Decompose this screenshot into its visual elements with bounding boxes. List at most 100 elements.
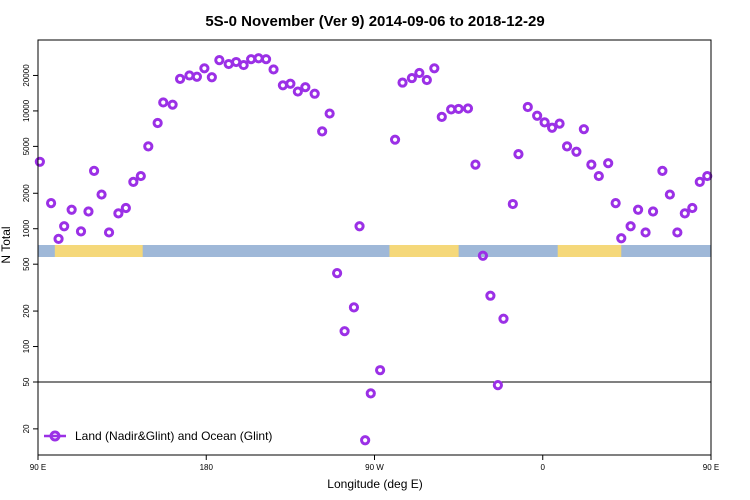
y-tick-label: 10000 bbox=[22, 99, 31, 122]
data-point bbox=[539, 117, 550, 128]
data-point bbox=[610, 198, 621, 209]
data-point bbox=[647, 206, 659, 217]
data-point bbox=[238, 59, 249, 71]
data-point bbox=[397, 77, 408, 88]
data-point bbox=[214, 55, 225, 66]
data-point bbox=[199, 63, 210, 74]
data-point bbox=[561, 141, 573, 152]
data-point bbox=[375, 365, 386, 376]
data-point bbox=[53, 233, 64, 244]
data-point bbox=[324, 108, 335, 119]
data-point bbox=[632, 204, 644, 215]
y-tick-label: 20 bbox=[22, 424, 31, 433]
data-point bbox=[75, 226, 87, 237]
data-point bbox=[360, 435, 371, 446]
data-point bbox=[34, 156, 45, 167]
data-point bbox=[45, 198, 57, 209]
y-tick-label: 500 bbox=[22, 257, 31, 271]
data-point bbox=[586, 159, 597, 170]
data-point bbox=[135, 170, 146, 182]
data-point bbox=[640, 227, 651, 238]
x-axis: 90 E 180 90 W 0 90 E bbox=[30, 455, 719, 472]
data-point bbox=[292, 86, 303, 97]
land-segment bbox=[557, 245, 622, 257]
data-point bbox=[158, 97, 169, 108]
y-tick-label: 50 bbox=[22, 377, 31, 386]
data-point bbox=[389, 134, 401, 145]
data-point bbox=[268, 64, 279, 75]
data-point bbox=[470, 159, 481, 170]
data-point bbox=[143, 141, 154, 152]
land-segment bbox=[389, 245, 459, 257]
land-segment bbox=[54, 245, 143, 257]
data-point bbox=[546, 122, 558, 133]
data-point bbox=[191, 71, 203, 82]
data-point bbox=[436, 111, 447, 122]
data-point bbox=[522, 101, 533, 113]
data-points bbox=[34, 53, 713, 446]
data-point bbox=[513, 149, 524, 160]
data-point bbox=[206, 72, 217, 83]
data-point bbox=[571, 146, 582, 157]
data-point bbox=[702, 170, 713, 182]
data-point bbox=[103, 227, 115, 238]
data-point bbox=[309, 88, 320, 99]
x-tick-label: 180 bbox=[200, 463, 214, 472]
data-point bbox=[152, 117, 163, 129]
data-point bbox=[578, 124, 589, 135]
data-point bbox=[687, 202, 698, 214]
data-point bbox=[113, 208, 124, 219]
y-tick-label: 200 bbox=[22, 304, 31, 318]
legend-marker-icon bbox=[49, 430, 61, 442]
data-point bbox=[657, 165, 668, 176]
legend-label: Land (Nadir&Glint) and Ocean (Glint) bbox=[75, 429, 272, 443]
data-point bbox=[429, 63, 440, 74]
data-point bbox=[672, 227, 683, 238]
data-point bbox=[694, 176, 705, 187]
legend: Land (Nadir&Glint) and Ocean (Glint) bbox=[44, 429, 272, 443]
ocean-band bbox=[38, 245, 711, 257]
data-point bbox=[485, 290, 496, 301]
data-point bbox=[365, 388, 376, 399]
data-point bbox=[260, 54, 272, 65]
data-point bbox=[603, 158, 614, 169]
data-point bbox=[348, 302, 360, 313]
data-point bbox=[83, 206, 94, 217]
data-point bbox=[498, 313, 509, 324]
x-tick-label: 90 E bbox=[703, 463, 719, 472]
data-point bbox=[462, 103, 474, 114]
data-point bbox=[285, 78, 296, 89]
x-tick-label: 90 W bbox=[365, 463, 384, 472]
x-tick-label: 0 bbox=[541, 463, 546, 472]
data-point bbox=[616, 233, 627, 244]
data-point bbox=[414, 67, 425, 79]
y-axis: 20 50 100 200 500 1000 2000 5000 10000 20000 bbox=[22, 64, 38, 433]
data-point bbox=[406, 72, 417, 84]
data-point bbox=[59, 221, 70, 232]
data-point bbox=[679, 208, 690, 219]
data-point bbox=[625, 221, 636, 232]
data-point bbox=[507, 198, 518, 210]
x-axis-label: Longitude (deg E) bbox=[327, 477, 422, 491]
data-point bbox=[66, 204, 77, 215]
data-point bbox=[120, 202, 131, 214]
y-tick-label: 1000 bbox=[22, 219, 31, 237]
data-point bbox=[128, 176, 139, 187]
y-tick-label: 2000 bbox=[22, 184, 31, 202]
data-point bbox=[184, 70, 195, 81]
data-point bbox=[477, 250, 489, 261]
data-point bbox=[174, 73, 186, 85]
data-point bbox=[593, 170, 604, 182]
data-point bbox=[167, 99, 178, 110]
y-tick-label: 5000 bbox=[22, 137, 31, 155]
data-point bbox=[421, 74, 432, 86]
data-point bbox=[317, 126, 328, 137]
y-tick-label: 100 bbox=[22, 339, 31, 353]
data-point bbox=[332, 268, 343, 279]
data-point bbox=[88, 165, 100, 176]
data-point bbox=[300, 82, 311, 93]
data-point bbox=[492, 380, 503, 391]
y-axis-label: N Total bbox=[0, 226, 13, 263]
data-point bbox=[664, 189, 675, 200]
